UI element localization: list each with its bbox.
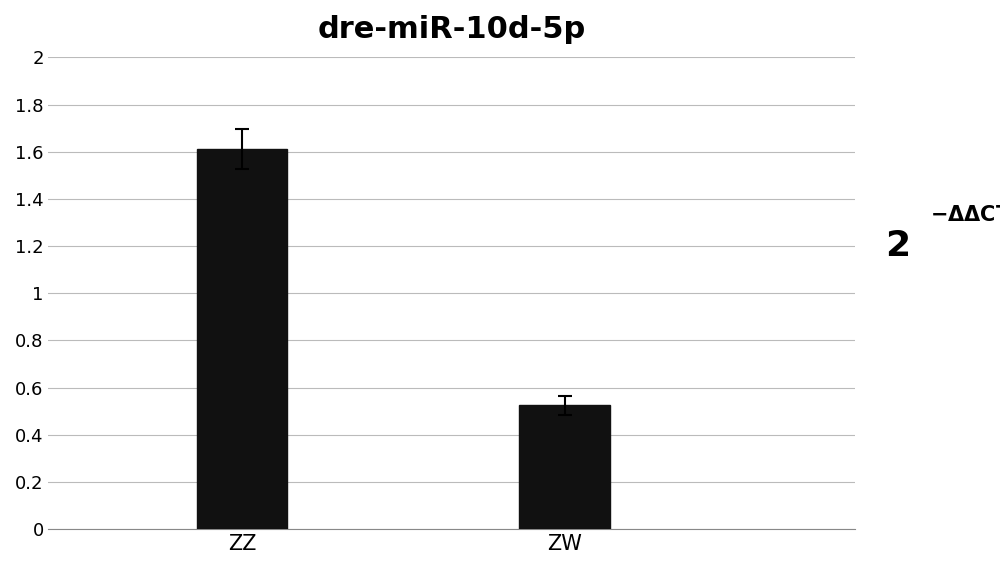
Text: $\mathbf{-\Delta\Delta CT}$: $\mathbf{-\Delta\Delta CT}$ bbox=[930, 205, 1000, 225]
Bar bbox=[197, 150, 287, 529]
Text: $\mathbf{2}$: $\mathbf{2}$ bbox=[885, 229, 909, 263]
Title: dre-miR-10d-5p: dre-miR-10d-5p bbox=[318, 15, 586, 44]
Bar bbox=[519, 405, 610, 529]
